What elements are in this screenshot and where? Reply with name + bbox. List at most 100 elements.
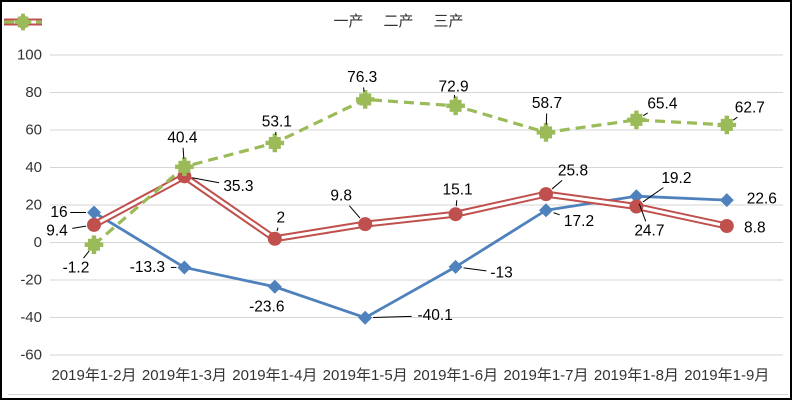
label-leader-line — [182, 147, 185, 159]
data-point-marker — [717, 115, 737, 135]
data-point-marker — [177, 260, 192, 275]
data-point-marker — [177, 169, 192, 184]
data-point-marker — [14, 13, 32, 31]
chart-legend: 一产 二产 三产 — [2, 13, 790, 31]
gridlines — [50, 54, 783, 356]
legend-item-secondary-industry: 二产 — [4, 13, 414, 31]
label-leader-line — [192, 177, 220, 184]
data-point-marker — [448, 259, 463, 274]
data-point-marker — [629, 199, 644, 214]
data-point-marker — [87, 205, 101, 220]
legend-label-secondary-industry: 二产 — [383, 13, 414, 30]
data-point-marker — [448, 207, 463, 222]
x-category-label: 2019年1-7月 — [503, 367, 588, 384]
y-tick-label: 100 — [17, 47, 42, 64]
y-tick-label: 0 — [34, 234, 42, 251]
series-line — [92, 97, 727, 246]
x-category-label: 2019年1-6月 — [413, 367, 498, 384]
label-leader-line — [642, 187, 664, 203]
data-point-marker — [84, 235, 104, 255]
data-point-marker — [355, 90, 375, 109]
label-leader-line — [373, 315, 412, 318]
label-leader-line — [72, 225, 87, 229]
legend-marker-glyph — [4, 13, 42, 31]
data-point-marker — [267, 279, 282, 294]
data-point-marker — [536, 123, 556, 142]
data-label: 65.4 — [647, 95, 678, 112]
legend-item-primary-industry: 一产 — [4, 13, 364, 31]
y-tick-label: -40 — [20, 309, 42, 326]
data-label: 62.7 — [735, 99, 765, 116]
x-category-label: 2019年1-4月 — [232, 367, 317, 384]
data-label: -1.2 — [63, 259, 90, 276]
label-leader-line — [455, 200, 458, 207]
data-label: 25.8 — [558, 163, 588, 180]
label-leader-line — [551, 180, 563, 190]
data-point-marker — [87, 217, 101, 232]
data-label: 2 — [276, 209, 285, 226]
label-leader-line — [276, 227, 279, 232]
x-category-label: 2019年1-9月 — [684, 367, 769, 384]
label-leader-line — [642, 112, 648, 117]
data-label: 24.7 — [634, 223, 664, 240]
data-label: 17.2 — [564, 213, 594, 230]
x-axis-category-labels: 2019年1-2月 2019年1-3月 2019年1-4月 2019年1-5月 2019… — [51, 367, 769, 384]
label-leader-line — [638, 203, 647, 222]
data-label: 22.6 — [747, 191, 777, 208]
label-leader-line — [463, 267, 487, 272]
label-leader-line — [83, 250, 90, 259]
data-label: -13.3 — [130, 259, 165, 276]
x-category-label: 2019年1-2月 — [51, 367, 136, 384]
data-point-marker — [265, 133, 285, 153]
y-tick-label: 80 — [25, 84, 42, 101]
data-point-marker — [175, 157, 194, 177]
label-leader-line — [363, 87, 365, 92]
series-2 — [87, 169, 734, 246]
legend-item-tertiary-industry: 三产 — [4, 13, 464, 31]
label-leader-line — [553, 212, 560, 216]
series-3 — [84, 90, 737, 255]
data-point-marker — [719, 219, 734, 233]
data-label: -23.6 — [249, 298, 284, 315]
data-label: 35.3 — [223, 178, 253, 195]
data-label: 9.8 — [330, 188, 352, 205]
data-label: 76.3 — [347, 69, 377, 86]
data-point-marker — [267, 231, 282, 246]
data-label: 53.1 — [262, 113, 292, 130]
data-label: 8.8 — [744, 220, 766, 237]
x-category-label: 2019年1-3月 — [142, 367, 227, 384]
y-tick-label: -20 — [20, 272, 42, 289]
label-leader-line — [732, 116, 738, 121]
data-point-marker — [719, 193, 734, 208]
data-label: -40.1 — [418, 307, 453, 324]
data-label: 16 — [50, 204, 67, 221]
data-point-marker — [627, 110, 646, 130]
legend-label-tertiary-industry: 三产 — [433, 13, 464, 30]
x-category-label: 2019年1-8月 — [594, 367, 679, 384]
y-tick-label: 60 — [25, 122, 42, 139]
data-point-marker — [539, 203, 553, 218]
y-axis-tick-labels: 100 80 60 40 20 0 -20 -40 -60 — [17, 47, 42, 364]
data-point-marker — [446, 96, 465, 116]
data-label: 15.1 — [443, 182, 473, 199]
data-label: -13 — [490, 264, 512, 281]
y-tick-label: 40 — [25, 159, 42, 176]
x-category-label: 2019年1-5月 — [323, 367, 408, 384]
legend-label-primary-industry: 一产 — [333, 13, 364, 30]
series-1 — [87, 189, 734, 325]
data-labels: 16 -13.3 -23.6 -40.1 -13 17.2 24.7 22.6 9.4 35.3 2… — [46, 69, 777, 324]
data-point-marker — [539, 187, 553, 202]
data-label: 40.4 — [167, 129, 198, 146]
data-label: 19.2 — [661, 170, 691, 187]
label-leader-line — [348, 205, 361, 219]
data-point-marker — [358, 217, 373, 232]
data-label: 58.7 — [532, 95, 562, 112]
y-tick-label: 20 — [25, 197, 42, 214]
data-point-marker — [629, 189, 644, 204]
series-line — [93, 194, 727, 320]
data-label: 9.4 — [46, 222, 68, 239]
series-line — [93, 174, 728, 241]
y-tick-label: -60 — [20, 347, 42, 364]
